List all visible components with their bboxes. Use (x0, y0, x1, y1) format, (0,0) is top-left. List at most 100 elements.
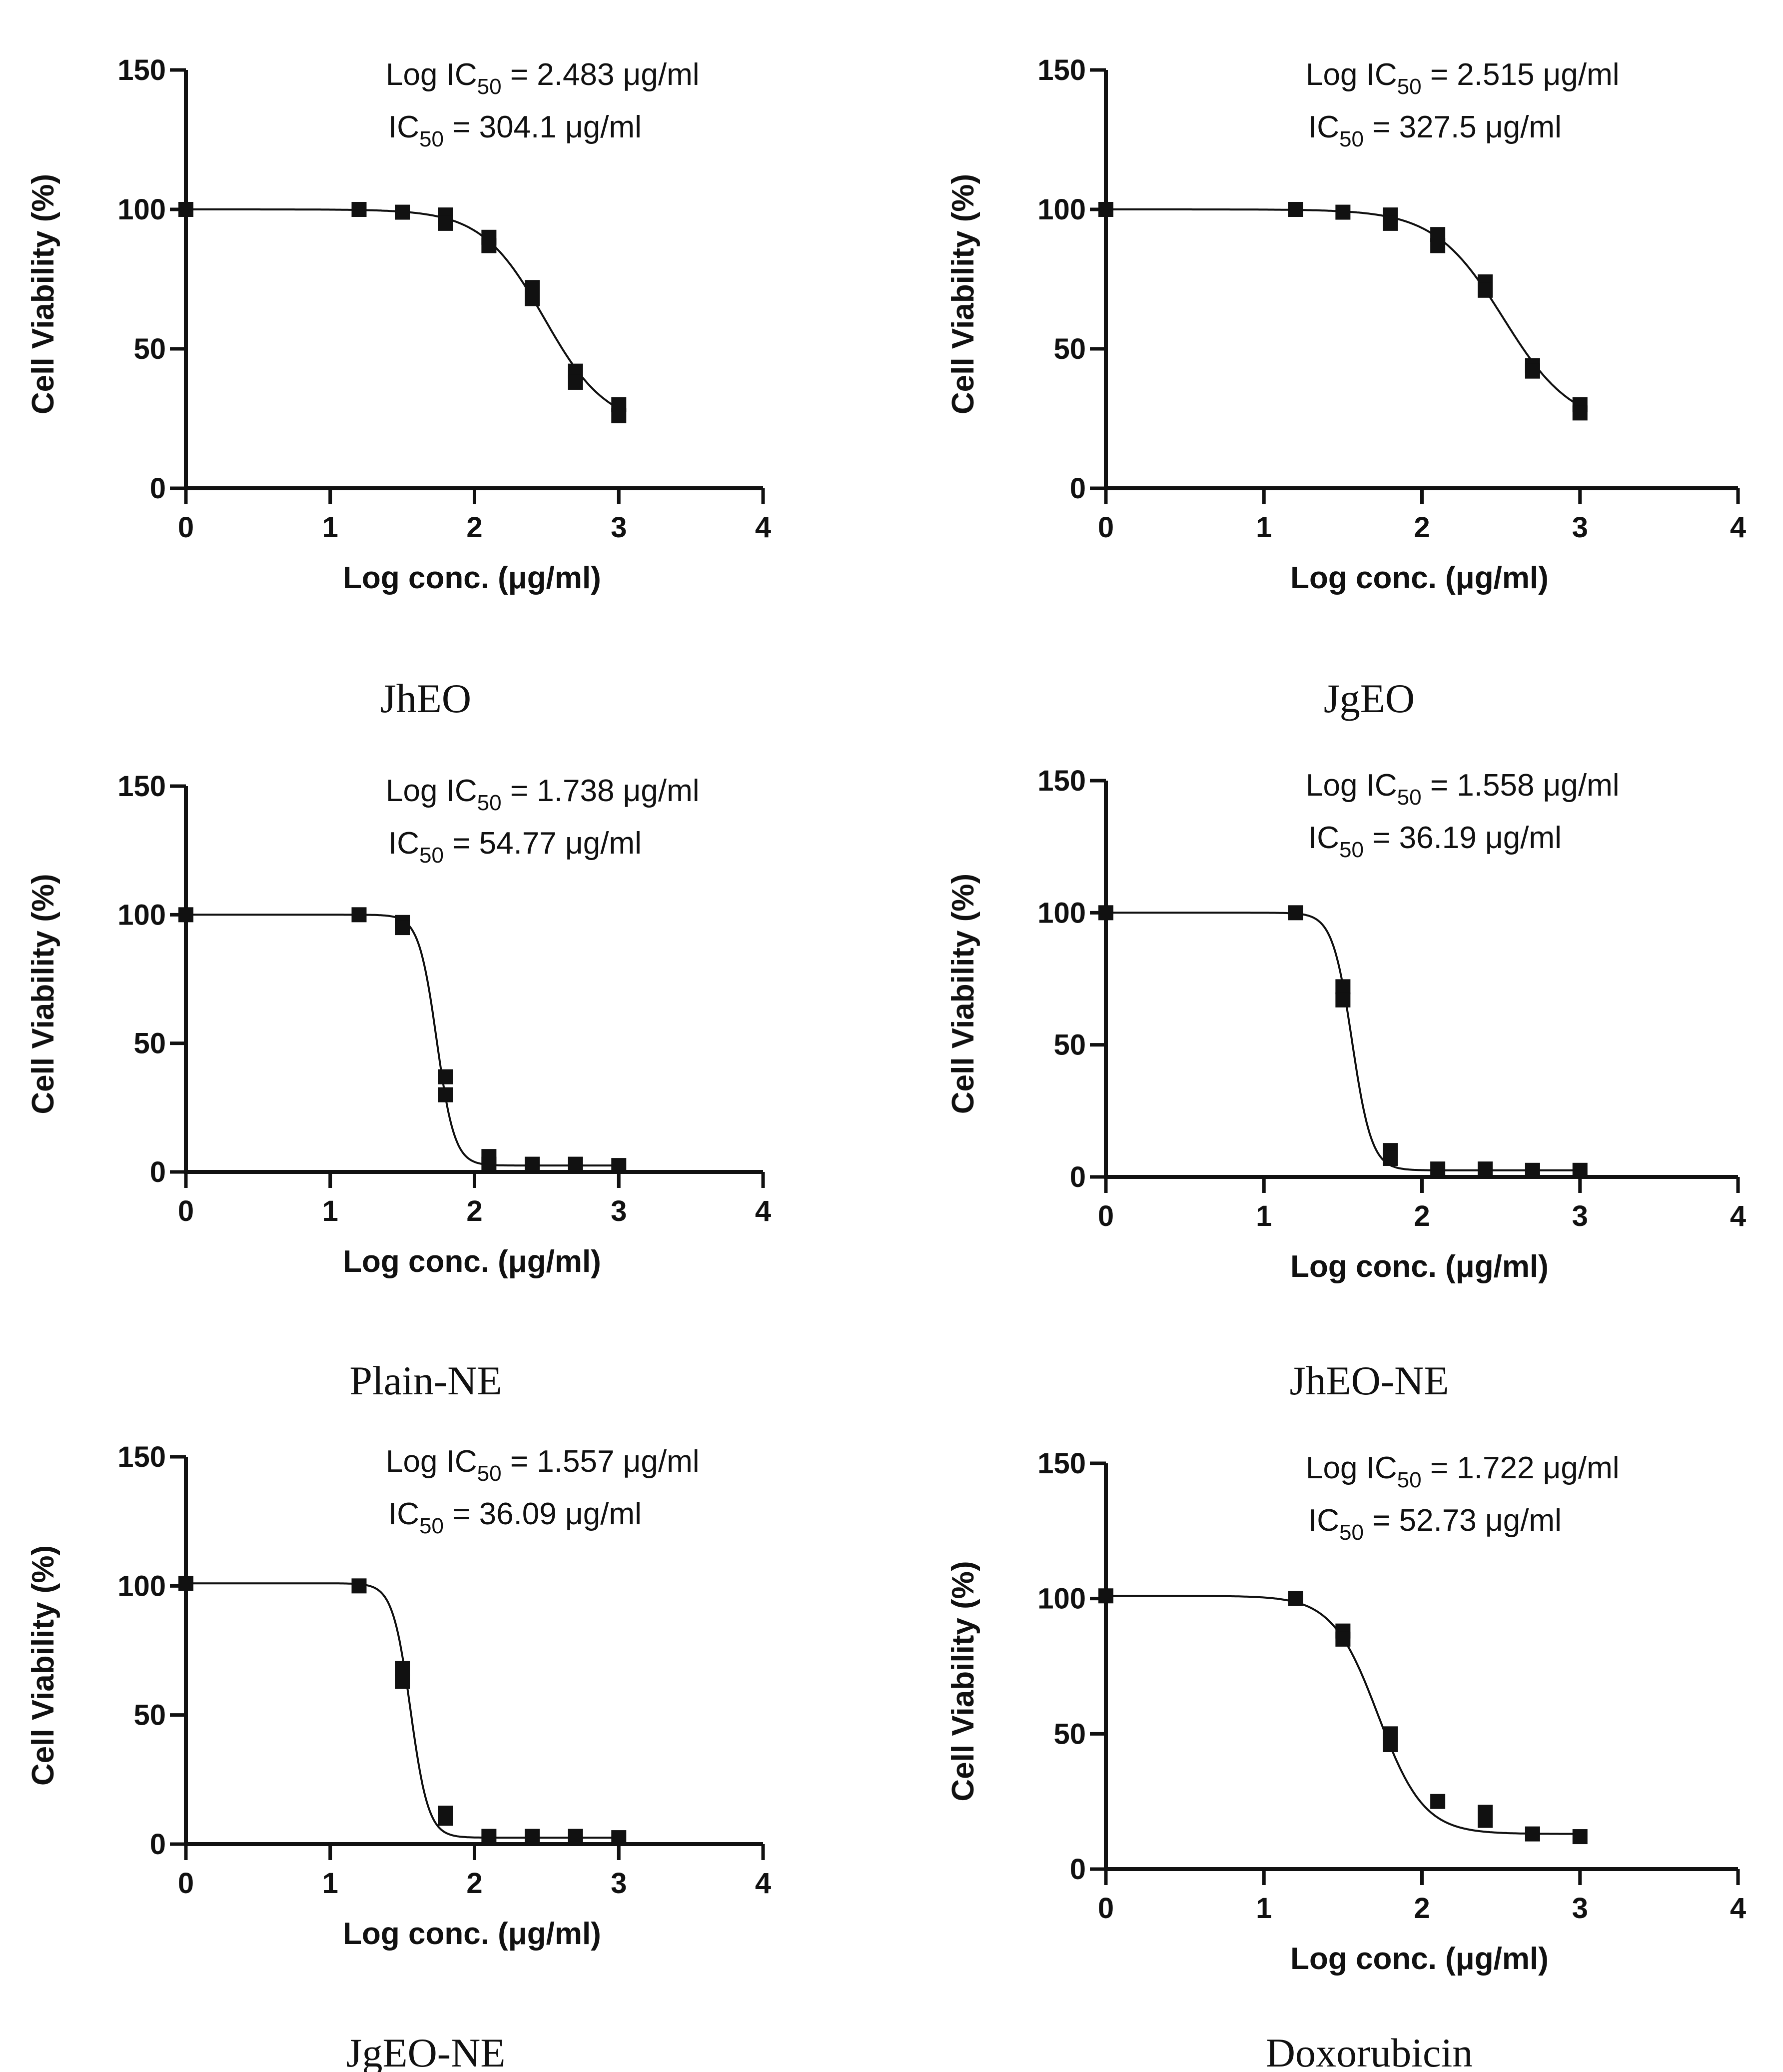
data-point (1383, 1150, 1398, 1166)
y-tick-label: 50 (133, 1028, 166, 1060)
panel-caption: JgEO (1324, 676, 1415, 721)
y-tick-label: 150 (117, 54, 166, 86)
x-tick-label: 0 (1098, 1892, 1114, 1925)
fit-curve (186, 914, 619, 1167)
data-point (438, 215, 453, 231)
data-point (1335, 979, 1351, 995)
panel-caption: JhEO-NE (1290, 1358, 1449, 1403)
x-tick-label: 3 (1572, 1892, 1588, 1925)
fit-curve (186, 208, 620, 410)
x-axis-label: Log conc. (μg/ml) (1290, 1942, 1549, 1976)
x-axis-label: Log conc. (μg/ml) (343, 1917, 601, 1951)
data-point (611, 408, 627, 423)
x-tick-label: 0 (178, 1867, 194, 1900)
x-axis-label: Log conc. (μg/ml) (343, 1244, 601, 1279)
data-point (568, 1156, 583, 1172)
x-tick-label: 2 (1414, 1892, 1430, 1925)
x-tick-label: 4 (1730, 1892, 1746, 1925)
x-tick-label: 4 (1730, 1200, 1746, 1232)
y-tick-label: 0 (150, 1156, 166, 1188)
ic50-annotation: IC50 = 36.19 μg/ml (1308, 821, 1562, 862)
ic50-annotation: IC50 = 327.5 μg/ml (1308, 110, 1562, 151)
y-tick-label: 0 (150, 1828, 166, 1861)
y-tick-label: 100 (117, 1570, 166, 1602)
x-axis-label: Log conc. (μg/ml) (1290, 561, 1549, 595)
panel-caption: JgEO-NE (346, 2030, 506, 2072)
data-point (525, 1156, 540, 1172)
data-point (395, 1674, 410, 1689)
x-tick-label: 1 (322, 1867, 338, 1900)
y-tick-label: 0 (1070, 1161, 1086, 1193)
y-tick-label: 150 (1037, 54, 1086, 86)
y-tick-label: 100 (117, 899, 166, 931)
y-tick-label: 150 (1037, 765, 1086, 797)
y-tick-label: 50 (133, 1699, 166, 1732)
data-point (568, 374, 583, 390)
data-point (178, 907, 193, 923)
y-tick-label: 150 (117, 770, 166, 803)
data-point (1478, 282, 1493, 298)
data-point (1525, 1162, 1540, 1178)
chart-panel: 0 50 100 150 0 1 2 3 4 Log conc. (μg/ml) Cell Viab… (946, 765, 1746, 1403)
data-point (1288, 905, 1303, 921)
x-tick-label: 1 (1256, 511, 1272, 544)
data-point (568, 1829, 583, 1844)
fit-curve (1106, 912, 1580, 1171)
data-point (1098, 1588, 1113, 1604)
x-axis-label: Log conc. (μg/ml) (343, 561, 601, 595)
fit-curve (1106, 208, 1581, 407)
data-point (438, 1087, 453, 1102)
data-point (1383, 215, 1398, 231)
data-point (1572, 1162, 1588, 1178)
log-ic50-annotation: Log IC50 = 1.738 μg/ml (386, 774, 700, 815)
data-point (1478, 1813, 1493, 1828)
x-tick-label: 4 (755, 1867, 771, 1900)
x-tick-label: 3 (611, 511, 627, 544)
x-tick-label: 2 (1414, 511, 1430, 544)
y-tick-label: 100 (1037, 897, 1086, 929)
data-point (481, 1829, 497, 1844)
x-tick-label: 3 (611, 1867, 627, 1900)
y-tick-label: 150 (117, 1441, 166, 1473)
log-ic50-annotation: Log IC50 = 1.558 μg/ml (1306, 768, 1620, 810)
y-tick-label: 0 (1070, 472, 1086, 505)
data-point (351, 202, 367, 217)
data-point (1572, 405, 1588, 421)
data-point (351, 907, 367, 923)
y-axis-label: Cell Viability (%) (26, 1545, 60, 1786)
panel-caption: Plain-NE (349, 1358, 502, 1403)
chart-panel: 0 50 100 150 0 1 2 3 4 Log conc. (μg/ml) Cell Viab… (946, 54, 1746, 721)
data-point (178, 1576, 193, 1591)
data-point (481, 1156, 497, 1172)
data-point (525, 1829, 540, 1844)
x-tick-label: 3 (1572, 1200, 1588, 1232)
data-point (438, 1069, 453, 1084)
data-point (1383, 1737, 1398, 1752)
x-tick-label: 0 (178, 1195, 194, 1227)
x-tick-label: 4 (755, 1195, 771, 1227)
chart-panel: 0 50 100 150 0 1 2 3 4 Log conc. (μg/ml) Cell Viab… (26, 1441, 771, 2072)
panel-caption: JhEO (380, 676, 471, 721)
data-point (351, 1578, 367, 1594)
data-point (611, 1158, 627, 1173)
data-point (1478, 1161, 1493, 1177)
y-tick-label: 50 (1053, 1029, 1086, 1061)
log-ic50-annotation: Log IC50 = 1.722 μg/ml (1306, 1451, 1620, 1492)
data-point (1335, 992, 1351, 1008)
y-tick-label: 0 (1070, 1853, 1086, 1886)
data-point (395, 204, 410, 220)
data-point (611, 1830, 627, 1846)
x-tick-label: 2 (1414, 1200, 1430, 1232)
x-tick-label: 3 (1572, 511, 1588, 544)
y-tick-label: 100 (1037, 193, 1086, 226)
data-point (1525, 363, 1540, 379)
x-tick-label: 0 (1098, 511, 1114, 544)
x-tick-label: 0 (178, 511, 194, 544)
ic50-annotation: IC50 = 36.09 μg/ml (388, 1497, 642, 1538)
chart-panel: 0 50 100 150 0 1 2 3 4 Log conc. (μg/ml) Cell Viab… (26, 54, 771, 721)
data-point (481, 238, 497, 253)
data-point (1098, 202, 1113, 217)
ic50-annotation: IC50 = 54.77 μg/ml (388, 826, 642, 868)
x-tick-label: 1 (1256, 1892, 1272, 1925)
